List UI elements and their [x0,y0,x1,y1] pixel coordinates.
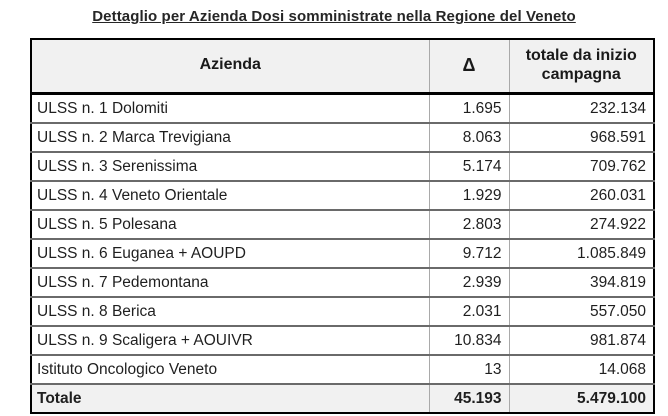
page-title: Dettaglio per Azienda Dosi somministrate… [92,8,576,25]
totale-cell: 260.031 [508,180,654,211]
delta-cell: 2.939 [428,267,509,298]
totale-cell: 981.874 [508,325,654,356]
table-total-row: Totale 45.193 5.479.100 [31,383,654,413]
table-row: Istituto Oncologico Veneto 13 14.068 [31,354,654,385]
totale-cell: 557.050 [508,296,654,327]
totale-cell: 968.591 [508,122,654,153]
azienda-cell: ULSS n. 5 Polesana [31,209,429,240]
azienda-cell: ULSS n. 7 Pedemontana [31,267,429,298]
delta-cell: 1.695 [428,93,509,124]
totale-cell: 14.068 [508,354,654,385]
delta-cell: 1.929 [428,180,509,211]
delta-cell: 13 [428,354,509,385]
delta-cell: 8.063 [428,122,509,153]
totale-grand-cell: 5.479.100 [508,383,654,413]
azienda-cell: ULSS n. 3 Serenissima [31,151,429,182]
delta-cell: 2.031 [428,296,509,327]
azienda-cell: ULSS n. 8 Berica [31,296,429,327]
column-header-totale: totale da inizio campagna [508,39,654,95]
delta-cell: 5.174 [428,151,509,182]
column-header-delta: Δ [428,39,509,95]
table-row: ULSS n. 6 Euganea + AOUPD 9.712 1.085.84… [31,238,654,269]
azienda-cell: ULSS n. 1 Dolomiti [31,93,429,124]
azienda-cell: ULSS n. 9 Scaligera + AOUIVR [31,325,429,356]
delta-cell: 9.712 [428,238,509,269]
table-row: ULSS n. 8 Berica 2.031 557.050 [31,296,654,327]
table-row: ULSS n. 5 Polesana 2.803 274.922 [31,209,654,240]
azienda-cell: Istituto Oncologico Veneto [31,354,429,385]
table-row: ULSS n. 2 Marca Trevigiana 8.063 968.591 [31,122,654,153]
table-row: ULSS n. 9 Scaligera + AOUIVR 10.834 981.… [31,325,654,356]
azienda-cell: ULSS n. 2 Marca Trevigiana [31,122,429,153]
totale-cell: 709.762 [508,151,654,182]
totale-label-cell: Totale [31,383,429,413]
totale-cell: 394.819 [508,267,654,298]
column-header-azienda: Azienda [31,39,429,95]
delta-cell: 10.834 [428,325,509,356]
table-header-row: Azienda Δ totale da inizio campagna [31,39,654,95]
azienda-cell: ULSS n. 6 Euganea + AOUPD [31,238,429,269]
table-row: ULSS n. 3 Serenissima 5.174 709.762 [31,151,654,182]
totale-cell: 232.134 [508,93,654,124]
table-row: ULSS n. 1 Dolomiti 1.695 232.134 [31,93,654,124]
delta-cell: 2.803 [428,209,509,240]
table-row: ULSS n. 4 Veneto Orientale 1.929 260.031 [31,180,654,211]
totale-cell: 274.922 [508,209,654,240]
doses-table: Azienda Δ totale da inizio campagna ULSS… [30,38,655,414]
totale-cell: 1.085.849 [508,238,654,269]
azienda-cell: ULSS n. 4 Veneto Orientale [31,180,429,211]
totale-delta-cell: 45.193 [428,383,509,413]
table-row: ULSS n. 7 Pedemontana 2.939 394.819 [31,267,654,298]
